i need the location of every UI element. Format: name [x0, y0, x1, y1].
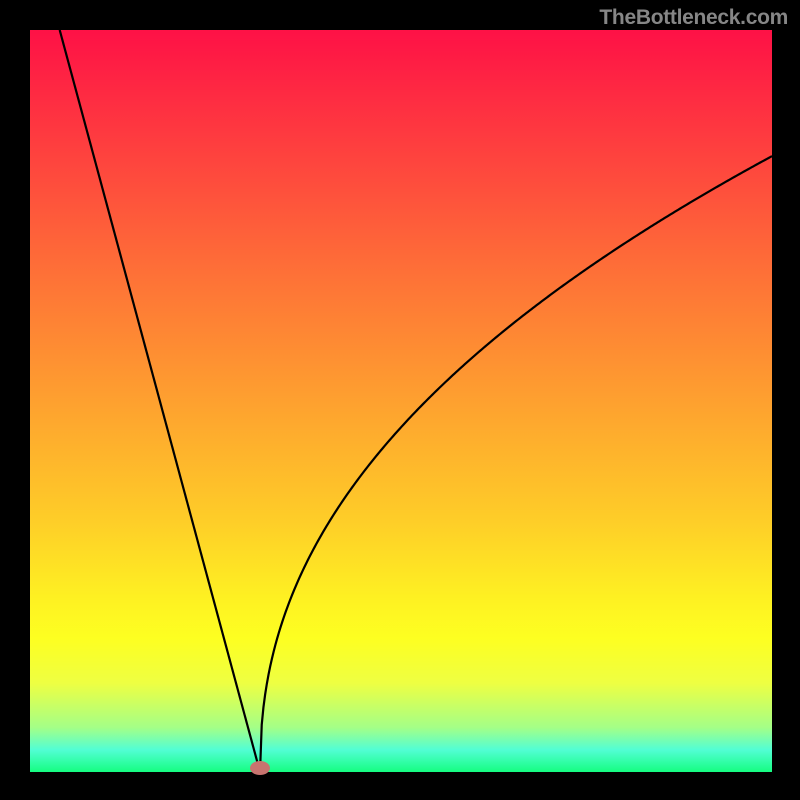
- chart-frame: TheBottleneck.com: [0, 0, 800, 800]
- watermark-text: TheBottleneck.com: [599, 6, 788, 30]
- plot-area: [30, 30, 772, 772]
- min-marker: [250, 761, 270, 775]
